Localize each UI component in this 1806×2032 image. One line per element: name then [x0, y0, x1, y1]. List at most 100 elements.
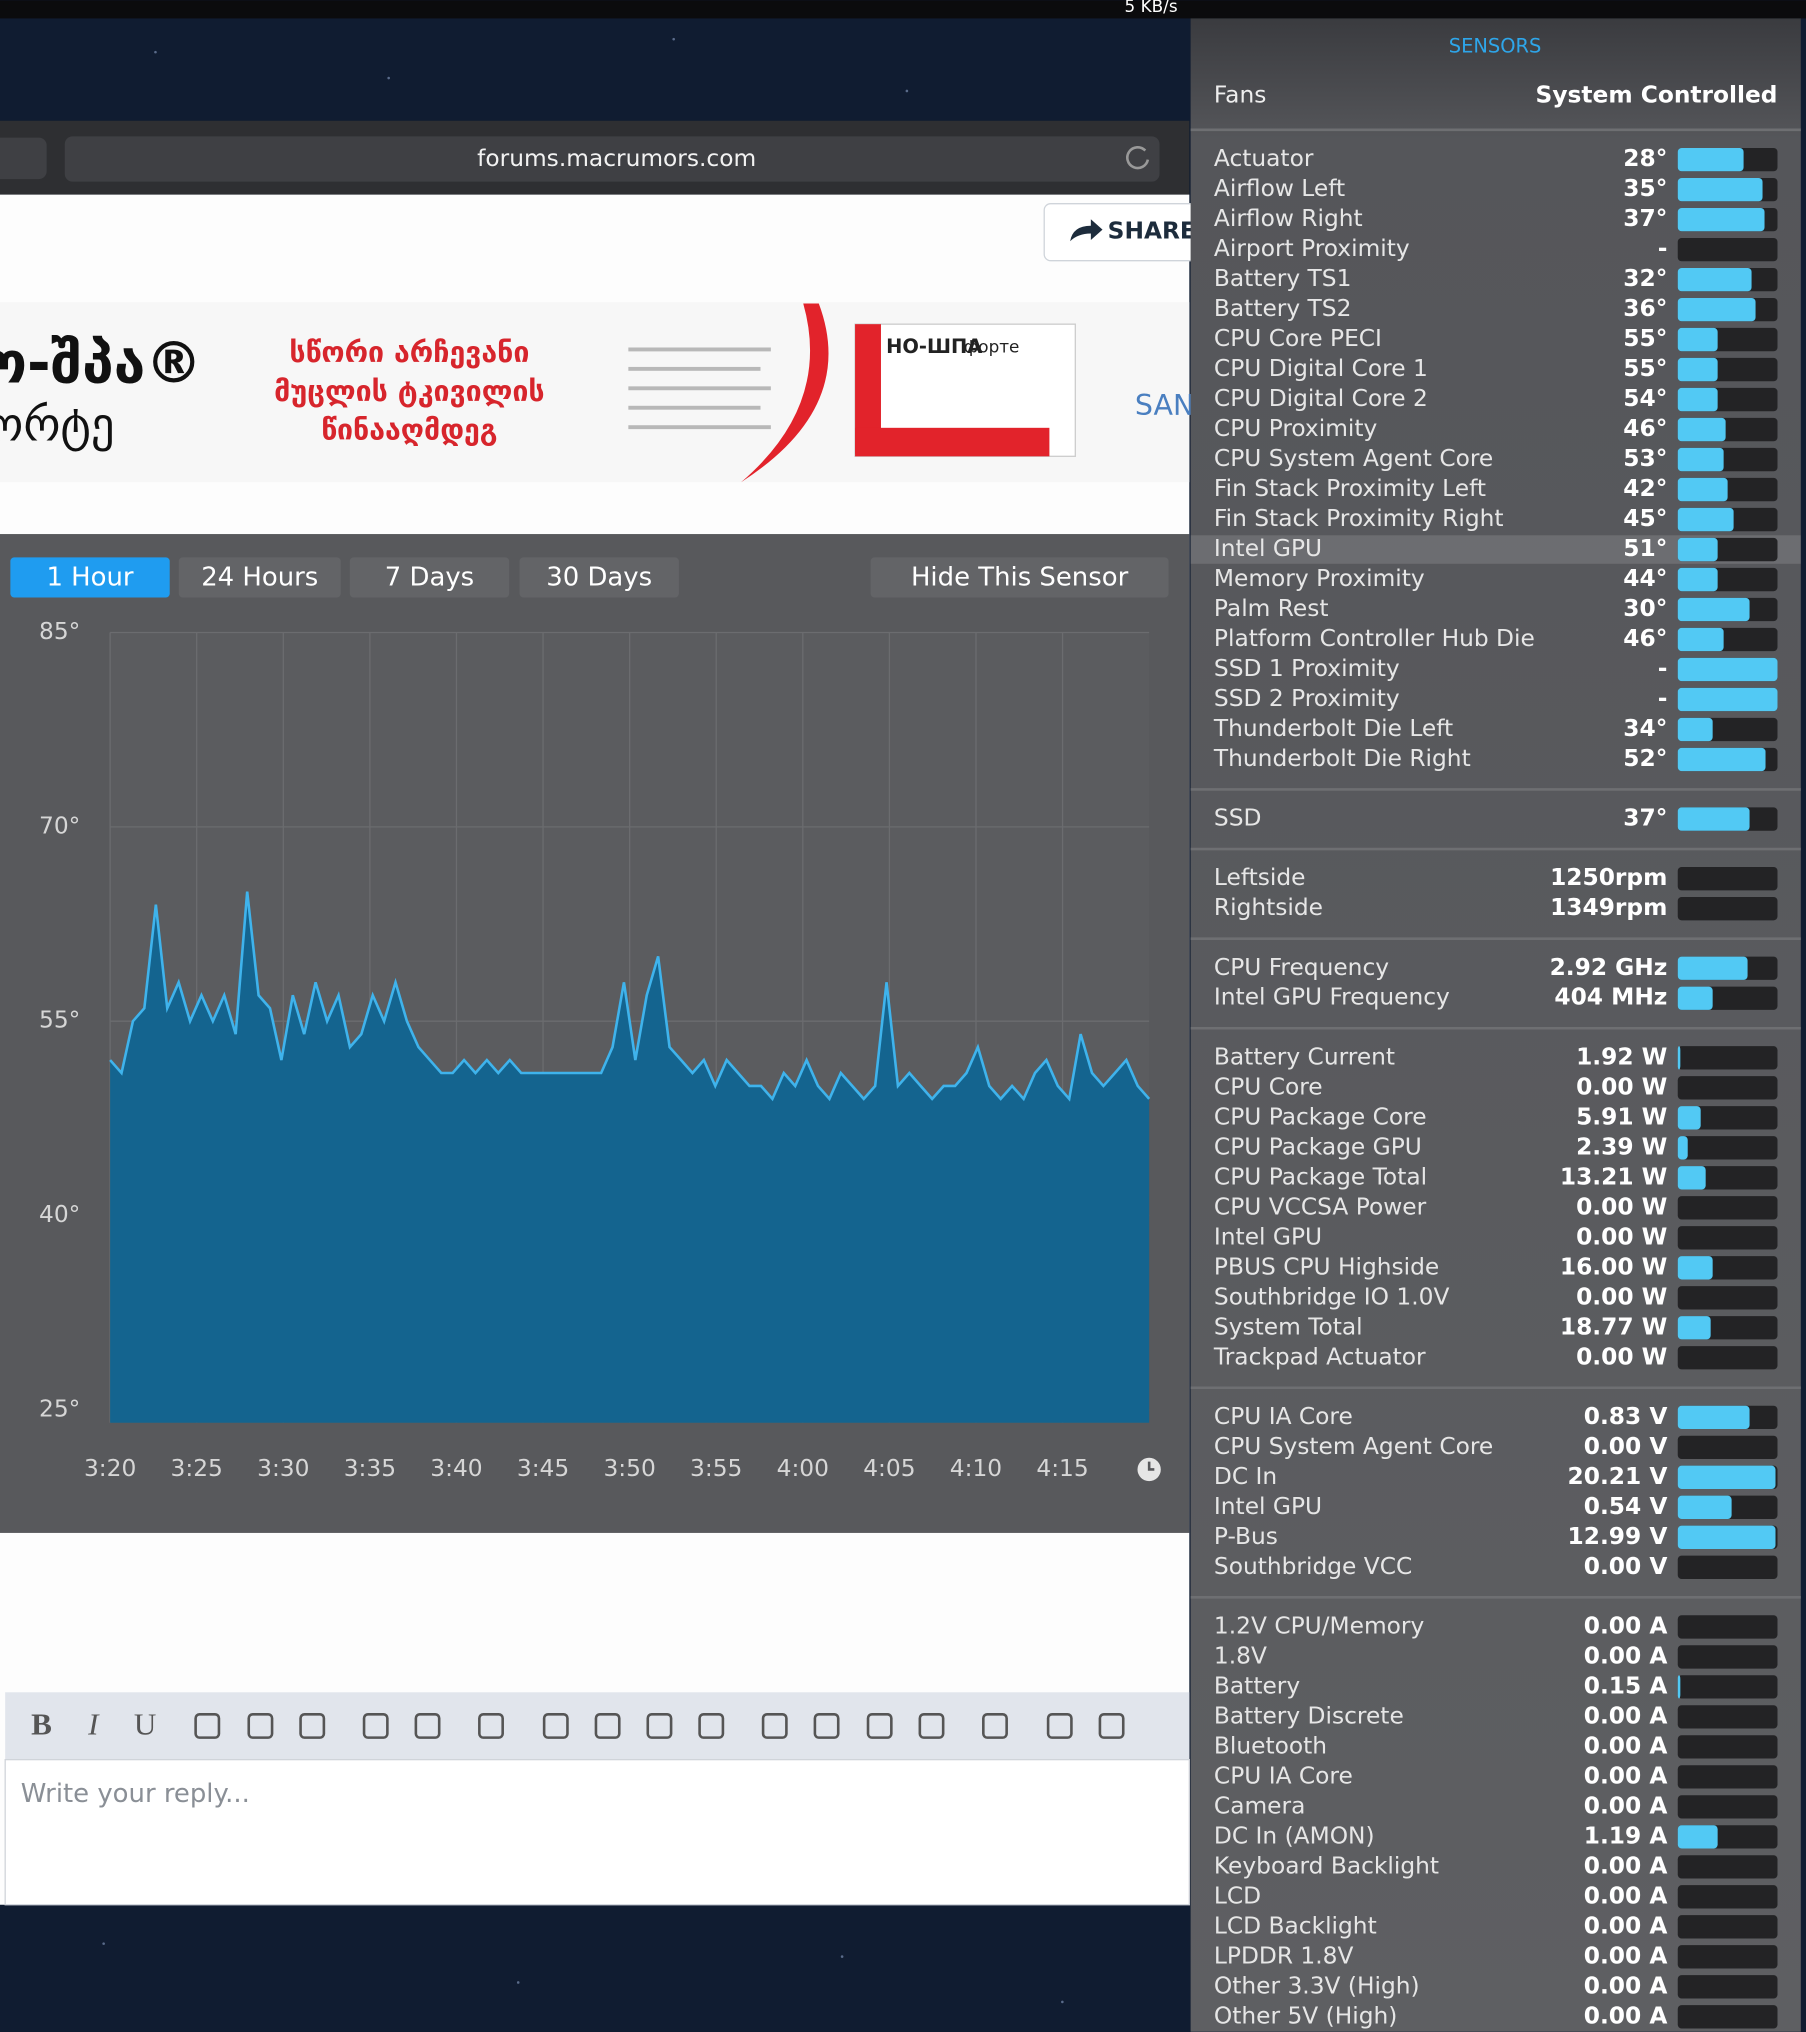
editor-icon[interactable] — [594, 1713, 621, 1739]
sensor-name[interactable]: Battery TS2 — [1214, 295, 1351, 322]
sensor-name[interactable]: CPU Proximity — [1214, 415, 1378, 442]
sensor-name[interactable]: System Total — [1214, 1313, 1363, 1340]
editor-icon[interactable] — [362, 1713, 389, 1739]
sensor-name[interactable]: Trackpad Actuator — [1213, 1343, 1426, 1370]
reply-box[interactable] — [4, 1758, 1190, 1906]
sensor-name[interactable]: Battery Discrete — [1214, 1702, 1404, 1729]
sensor-name[interactable]: CPU System Agent Core — [1214, 445, 1493, 472]
sensor-name[interactable]: Platform Controller Hub Die — [1214, 625, 1535, 652]
hide-button[interactable] — [870, 557, 1169, 598]
editor-icon[interactable] — [299, 1713, 326, 1739]
sensor-name[interactable]: Bluetooth — [1214, 1732, 1327, 1759]
x-tick-label: 3:45 — [517, 1455, 569, 1482]
sensor-name[interactable]: Airflow Right — [1214, 205, 1363, 232]
sensor-name[interactable]: Palm Rest — [1214, 595, 1329, 622]
sensor-name[interactable]: Intel GPU — [1214, 535, 1322, 562]
sensor-name[interactable]: LCD Backlight — [1214, 1912, 1377, 1939]
sensor-name[interactable]: DC In — [1214, 1463, 1277, 1490]
sensor-name[interactable]: CPU Digital Core 1 — [1214, 355, 1428, 382]
sensor-name[interactable]: CPU IA Core — [1214, 1762, 1353, 1789]
sensor-name[interactable]: Intel GPU — [1214, 1223, 1322, 1250]
level-bar — [1677, 1465, 1776, 1490]
editor-icon[interactable] — [542, 1713, 569, 1739]
sensor-name[interactable]: CPU Package GPU — [1214, 1133, 1422, 1160]
sensor-name[interactable]: CPU Digital Core 2 — [1214, 385, 1428, 412]
sensor-name[interactable]: Battery Current — [1214, 1043, 1395, 1070]
sensor-name[interactable]: SSD 2 Proximity — [1214, 685, 1400, 712]
fans-mode[interactable]: System Controlled — [1536, 82, 1778, 109]
editor-icon[interactable] — [646, 1713, 673, 1739]
sensor-name[interactable]: Fin Stack Proximity Right — [1214, 505, 1504, 532]
editor-button[interactable]: U — [134, 1706, 156, 1741]
editor-icon[interactable] — [866, 1713, 893, 1739]
sensor-name[interactable]: Keyboard Backlight — [1214, 1852, 1439, 1879]
level-bar — [1677, 147, 1744, 172]
sensor-name[interactable]: Other 5V (High) — [1214, 2002, 1397, 2029]
sensor-name[interactable]: PBUS CPU Highside — [1214, 1253, 1439, 1280]
sensor-name[interactable]: Southbridge VCC — [1214, 1553, 1412, 1580]
editor-icon[interactable] — [1046, 1713, 1073, 1739]
editor-icon[interactable] — [194, 1713, 221, 1739]
sensor-name[interactable]: SSD 1 Proximity — [1214, 655, 1400, 682]
sensor-name[interactable]: Southbridge IO 1.0V — [1214, 1283, 1450, 1310]
level-track — [1677, 1945, 1778, 1969]
editor-button[interactable]: I — [87, 1706, 100, 1741]
tab[interactable] — [10, 557, 170, 598]
sensor-value: 51° — [1623, 535, 1667, 562]
sensor-name[interactable]: P-Bus — [1214, 1523, 1278, 1550]
editor-icon[interactable] — [478, 1713, 504, 1739]
sensor-name[interactable]: LCD — [1214, 1882, 1261, 1909]
x-tick-label: 4:15 — [1036, 1455, 1088, 1482]
tab-label: 7 Days — [385, 563, 474, 593]
reload-icon[interactable] — [1126, 146, 1150, 170]
sensor-name[interactable]: SSD — [1214, 805, 1262, 832]
sensor-name[interactable]: CPU Package Total — [1214, 1163, 1427, 1190]
sensor-name[interactable]: Rightside — [1214, 894, 1323, 921]
sensor-name[interactable]: Fin Stack Proximity Left — [1214, 475, 1486, 502]
sensor-name[interactable]: 1.8V — [1214, 1642, 1267, 1669]
sensor-name[interactable]: Airflow Left — [1214, 175, 1345, 202]
privacy-button[interactable] — [0, 137, 47, 180]
editor-icon[interactable] — [1098, 1713, 1125, 1739]
sensor-name[interactable]: Thunderbolt Die Left — [1213, 715, 1453, 742]
sensor-name[interactable]: Intel GPU — [1214, 1493, 1322, 1520]
level-bar — [1677, 627, 1724, 652]
tab[interactable] — [349, 557, 510, 598]
x-tick-label: 3:20 — [84, 1455, 136, 1482]
sensor-name[interactable]: 1.2V CPU/Memory — [1214, 1612, 1425, 1639]
sensor-name[interactable]: Intel GPU Frequency — [1214, 984, 1450, 1011]
sensor-name[interactable]: Airport Proximity — [1214, 235, 1410, 262]
editor-icon[interactable] — [813, 1713, 840, 1739]
sensor-name[interactable]: CPU IA Core — [1214, 1403, 1353, 1430]
sensor-name[interactable]: DC In (AMON) — [1214, 1822, 1375, 1849]
editor-icon[interactable] — [918, 1713, 945, 1739]
editor-icon[interactable] — [698, 1713, 725, 1739]
editor-icon[interactable] — [982, 1713, 1008, 1739]
sensor-name[interactable]: CPU VCCSA Power — [1214, 1193, 1427, 1220]
tab[interactable] — [178, 557, 341, 598]
sensor-name[interactable]: CPU Frequency — [1214, 954, 1389, 981]
url-field[interactable] — [64, 136, 1160, 182]
editor-icon[interactable] — [414, 1713, 441, 1739]
sensor-value: 2.92 GHz — [1550, 954, 1668, 981]
tab[interactable] — [519, 557, 679, 598]
sensor-name[interactable]: Battery — [1214, 1672, 1300, 1699]
level-bar — [1677, 1046, 1681, 1070]
sensor-name[interactable]: CPU System Agent Core — [1214, 1433, 1493, 1460]
sensor-name[interactable]: CPU Core PECI — [1214, 325, 1382, 352]
editor-icon[interactable] — [247, 1713, 274, 1739]
sensor-name[interactable]: Camera — [1214, 1792, 1305, 1819]
sensor-name[interactable]: Other 3.3V (High) — [1214, 1972, 1420, 1999]
sensor-name[interactable]: CPU Core — [1214, 1073, 1323, 1100]
sensor-value: 1.92 W — [1576, 1043, 1667, 1070]
sensors-title: SENSORS — [1449, 34, 1542, 57]
sensor-name[interactable]: CPU Package Core — [1214, 1103, 1427, 1130]
sensor-name[interactable]: Memory Proximity — [1214, 565, 1425, 592]
sensor-name[interactable]: Thunderbolt Die Right — [1213, 745, 1471, 772]
sensor-name[interactable]: Actuator — [1214, 145, 1314, 172]
editor-button[interactable]: B — [31, 1706, 52, 1741]
editor-icon[interactable] — [761, 1713, 788, 1739]
sensor-name[interactable]: Leftside — [1214, 864, 1306, 891]
sensor-name[interactable]: LPDDR 1.8V — [1214, 1942, 1354, 1969]
sensor-name[interactable]: Battery TS1 — [1214, 265, 1351, 292]
